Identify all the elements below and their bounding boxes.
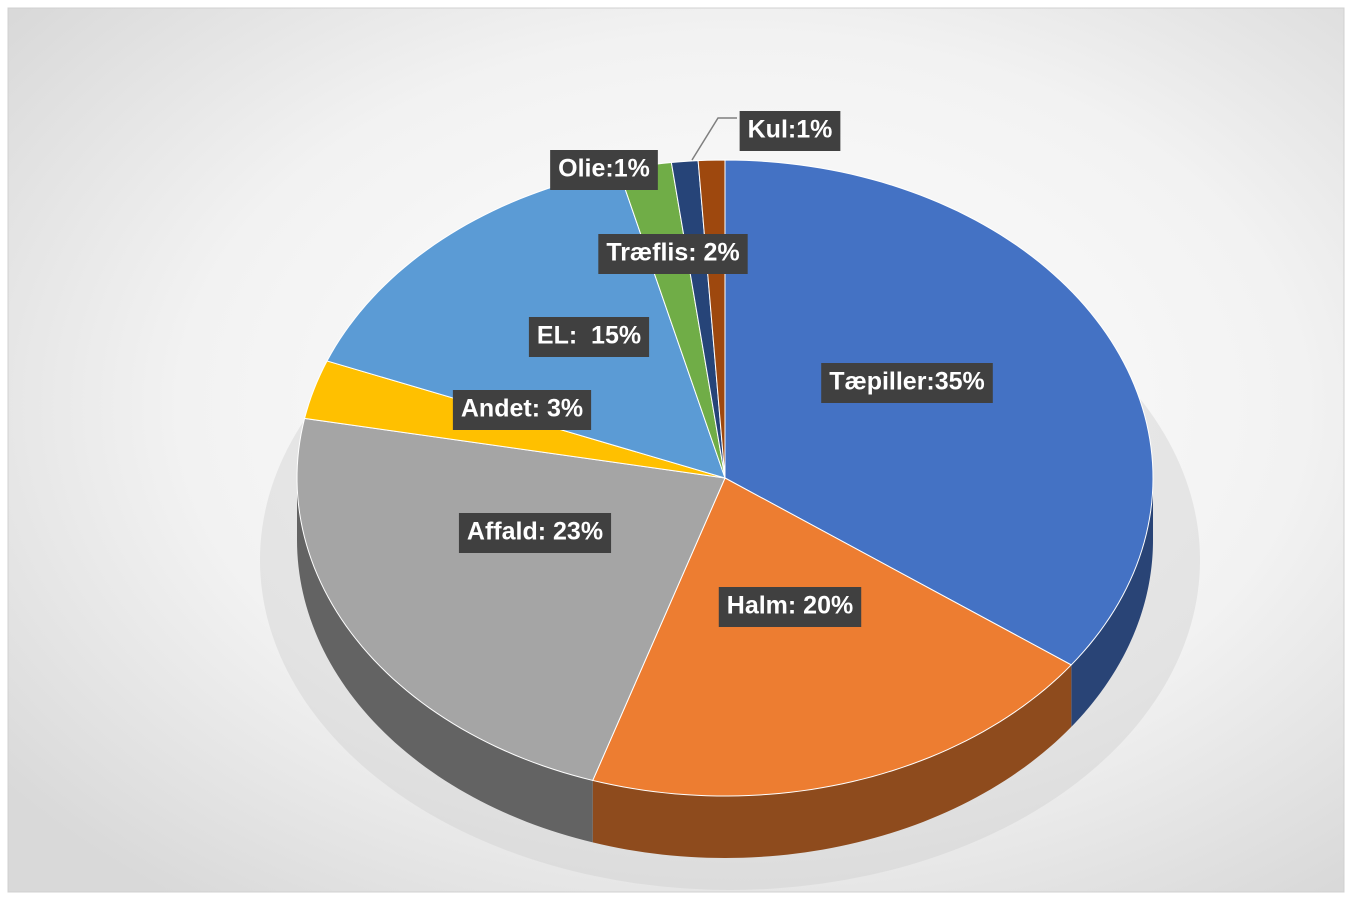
wedge-side (592, 664, 1072, 858)
wedge (296, 417, 726, 782)
data-label-box (550, 150, 658, 190)
data-label-box (718, 587, 862, 627)
data-label-box (452, 390, 592, 430)
data-label: Affald: 23% (467, 518, 603, 546)
data-label: Halm: 20% (727, 592, 853, 620)
data-label: EL: 15% (537, 322, 641, 350)
data-label: Andet: 3% (461, 395, 583, 423)
data-label-box (458, 513, 612, 553)
data-label: Olie:1% (558, 155, 650, 183)
leader-line (691, 117, 737, 161)
data-label: Kul:1% (748, 116, 833, 144)
wedge-side (1071, 478, 1153, 727)
data-label: Træflis: 2% (606, 239, 739, 267)
data-label-box (528, 317, 650, 357)
wedge (724, 159, 1154, 666)
data-label-box (739, 111, 841, 151)
data-label-box (598, 234, 748, 274)
data-label: Tæpiller:35% (829, 368, 985, 396)
wedge (592, 477, 1073, 797)
data-label-box (821, 363, 993, 403)
wedge-side (297, 478, 593, 843)
